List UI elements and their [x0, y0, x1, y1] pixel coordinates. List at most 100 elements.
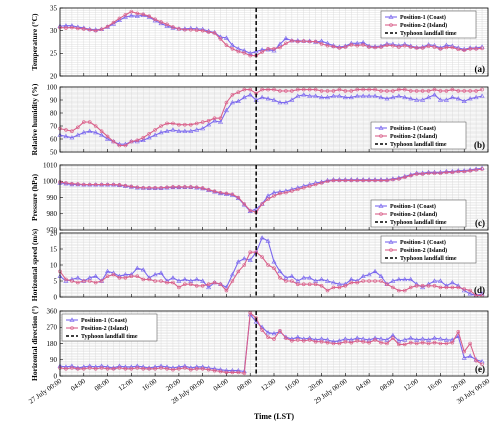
data-point-coast: [271, 97, 277, 102]
data-point-coast: [396, 338, 402, 343]
data-point-island: [87, 366, 92, 370]
data-point-coast: [152, 132, 158, 137]
data-point-island: [141, 277, 146, 282]
data-point-island: [171, 121, 175, 126]
data-point-island: [105, 24, 110, 29]
data-point-island: [76, 26, 80, 31]
data-point-island: [278, 275, 282, 280]
data-point-coast: [265, 193, 271, 198]
legend: Position-1 (Coast)Position-2 (Island) Typ…: [370, 121, 467, 150]
data-point-island: [171, 367, 175, 372]
data-point-coast: [176, 278, 182, 283]
data-point-island: [462, 48, 467, 52]
data-point-island: [444, 89, 449, 93]
data-point-island: [171, 25, 175, 29]
data-point-coast: [348, 276, 354, 282]
data-point-island: [373, 279, 377, 283]
data-point-island: [319, 89, 324, 93]
data-point-island: [391, 177, 395, 182]
data-point-coast: [87, 275, 93, 280]
data-point-coast: [253, 206, 259, 211]
data-point-coast: [431, 92, 438, 97]
data-point-island: [159, 279, 163, 283]
data-point-island: [272, 194, 276, 198]
panel-5: 0 90 180 270 360 Horizontal direction (°) (e) P…: [27, 306, 491, 421]
data-point-island: [218, 369, 223, 374]
panel-4: 0 5 10 15 20 Horizontal speed (m/s) (d) Positio…: [30, 228, 489, 301]
data-point-coast: [378, 94, 384, 100]
data-point-island: [379, 178, 383, 183]
data-point-island: [248, 250, 253, 254]
data-point-coast: [330, 280, 336, 285]
data-point-island: [206, 187, 211, 192]
data-point-island: [236, 195, 241, 200]
data-point-coast: [354, 93, 360, 98]
data-point-island: [266, 197, 270, 201]
data-point-island: [123, 143, 128, 148]
data-point-island: [349, 178, 354, 183]
data-point-coast: [443, 337, 449, 342]
data-point-island: [468, 89, 472, 93]
data-point-island: [93, 124, 98, 128]
data-point-island: [70, 25, 74, 30]
data-point-coast: [223, 284, 229, 290]
data-point-island: [444, 341, 449, 346]
data-point-island: [236, 370, 241, 375]
legend-label-landfall: Typhoon landfall time: [390, 142, 447, 148]
x-tick-label: 08:00: [93, 377, 111, 393]
data-point-island: [272, 87, 276, 92]
data-point-island: [278, 329, 282, 333]
data-point-island: [105, 366, 110, 371]
data-point-coast: [259, 47, 265, 52]
data-point-island: [426, 171, 431, 175]
data-point-island: [99, 366, 104, 370]
data-point-coast: [443, 97, 449, 102]
data-point-island: [480, 87, 484, 92]
data-point-island: [135, 138, 140, 143]
data-point-coast: [164, 23, 170, 28]
data-point-island: [236, 49, 241, 54]
legend-label-landfall: Typhoon landfall time: [400, 256, 457, 262]
data-point-coast: [449, 94, 455, 100]
data-point-island: [183, 185, 187, 189]
data-point-coast: [360, 39, 366, 45]
data-point-coast: [289, 273, 295, 278]
data-point-island: [129, 9, 134, 14]
data-point-island: [159, 185, 163, 190]
data-point-island: [456, 329, 461, 334]
x-tick-label: 20:00: [164, 377, 182, 393]
data-point-island: [397, 45, 401, 49]
data-point-coast: [93, 129, 99, 135]
panel-label: (e): [475, 364, 485, 374]
data-point-coast: [194, 127, 200, 132]
data-point-coast: [420, 336, 426, 341]
data-point-coast: [212, 118, 218, 123]
legend-label-island: Position-2 (Island): [400, 247, 447, 254]
data-point-island: [224, 43, 229, 47]
data-point-coast: [253, 319, 259, 324]
x-tick-label: 16:00: [283, 377, 301, 393]
data-point-island: [450, 340, 455, 345]
data-point-coast: [426, 94, 432, 100]
data-point-island: [266, 335, 270, 339]
data-point-coast: [414, 44, 420, 50]
data-point-island: [331, 44, 336, 49]
data-point-coast: [455, 96, 461, 101]
data-point-island: [230, 46, 235, 51]
data-point-island: [480, 167, 484, 171]
data-point-island: [194, 283, 199, 288]
data-point-island: [224, 370, 229, 375]
data-point-island: [70, 129, 74, 133]
data-point-island: [337, 285, 342, 290]
data-point-island: [194, 28, 199, 33]
legend-label-landfall: Typhoon landfall time: [390, 220, 447, 226]
data-point-island: [242, 202, 247, 206]
data-point-island: [111, 20, 116, 25]
data-point-island: [373, 87, 377, 92]
data-point-island: [343, 283, 348, 288]
data-point-island: [307, 39, 312, 44]
x-tick-label: 08:00: [236, 377, 254, 393]
data-point-island: [87, 182, 92, 187]
data-point-coast: [265, 330, 271, 335]
data-point-coast: [206, 122, 212, 127]
